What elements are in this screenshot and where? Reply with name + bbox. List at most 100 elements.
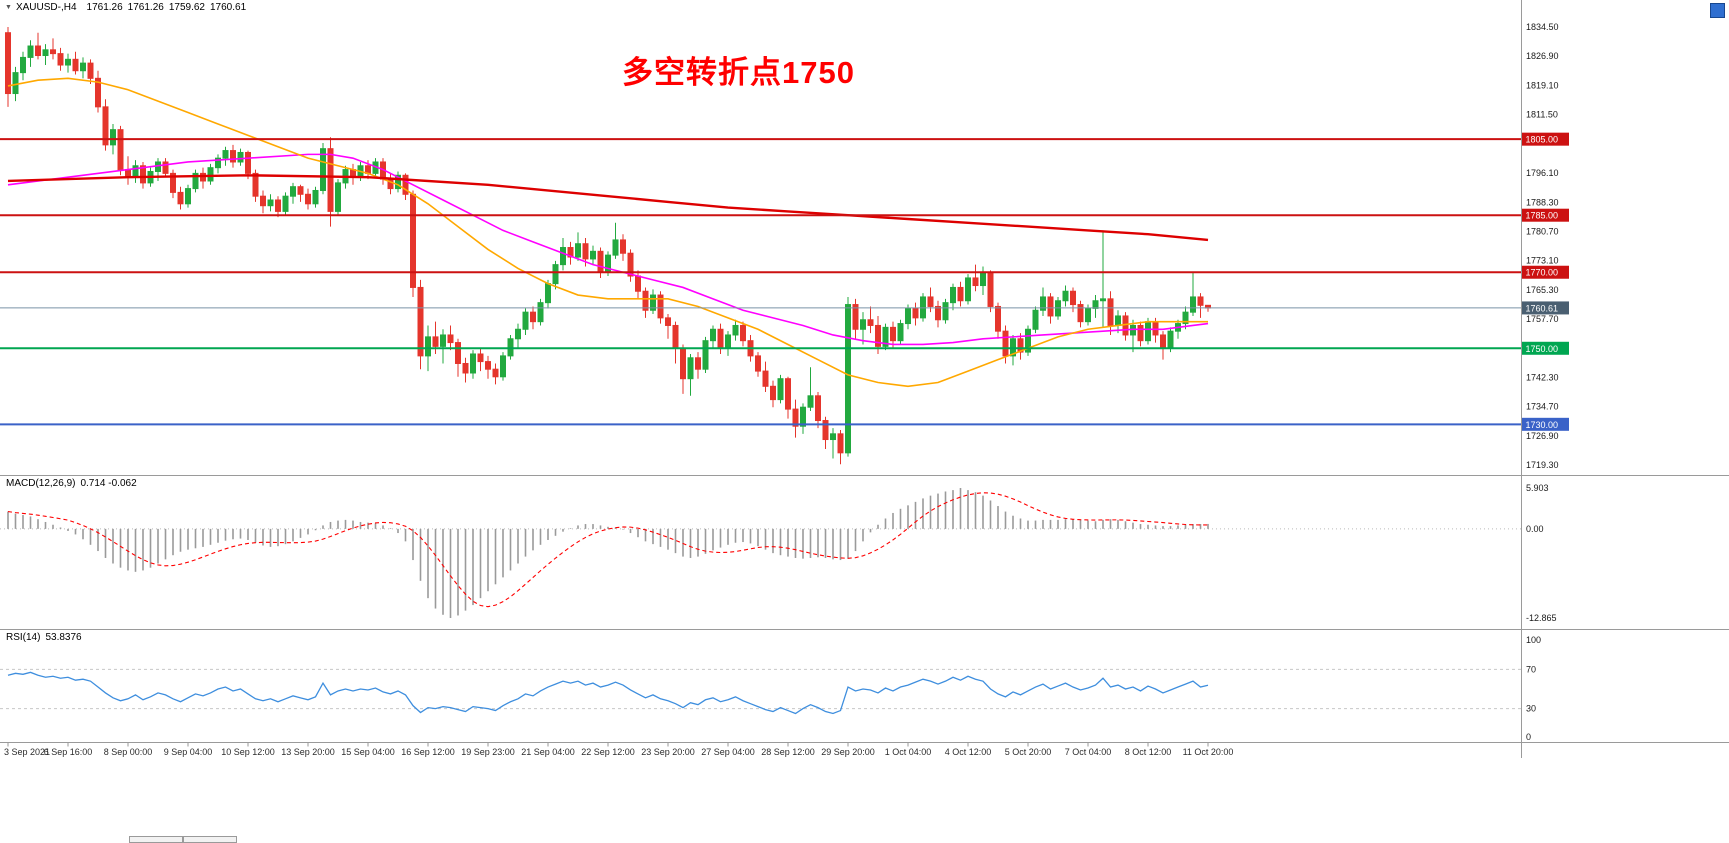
candle-body bbox=[680, 347, 686, 380]
candles-layer bbox=[5, 27, 1211, 465]
candle-body bbox=[852, 304, 859, 330]
moving-averages-layer bbox=[7, 77, 1209, 388]
candle-body bbox=[95, 77, 101, 108]
candle-body bbox=[972, 277, 979, 287]
candle-body bbox=[485, 361, 491, 370]
candle-body bbox=[267, 199, 274, 207]
candle-body bbox=[642, 290, 649, 311]
candle-body bbox=[192, 172, 199, 190]
hline-objects-layer[interactable] bbox=[0, 138, 1521, 426]
candle-body bbox=[462, 362, 469, 374]
time-axis-label: 15 Sep 04:00 bbox=[341, 747, 395, 757]
sym bol-period-label: XAUUSD-,H4 bbox=[15, 2, 77, 13]
rsi-name: RSI(14) bbox=[6, 632, 41, 643]
rsi-scale-label: 100 bbox=[1526, 635, 1541, 645]
macd-indicator-label: MACD(12,26,9) 0.714 -0.062 bbox=[6, 478, 137, 489]
macd-scale-label: 5.903 bbox=[1526, 483, 1549, 493]
price-badge[interactable] bbox=[1522, 265, 1569, 279]
candle-body bbox=[582, 243, 589, 260]
candle-body bbox=[575, 243, 581, 258]
rsi-line bbox=[7, 671, 1209, 715]
time-axis-label: 28 Sep 12:00 bbox=[761, 747, 815, 757]
candle-body bbox=[807, 395, 814, 408]
candle-body bbox=[260, 195, 266, 207]
candle-body bbox=[515, 328, 521, 340]
candle-body bbox=[432, 336, 439, 347]
candle-body bbox=[447, 334, 454, 344]
time-axis-label: 8 Sep 00:00 bbox=[104, 747, 153, 757]
candle-body bbox=[320, 148, 326, 191]
candle-body bbox=[710, 328, 716, 342]
candle-body bbox=[492, 368, 499, 378]
time-axis-label: 3 Sep 2021 bbox=[4, 747, 50, 757]
candle-body bbox=[500, 355, 506, 378]
candle-body bbox=[297, 186, 304, 195]
price-axis-label: 1734.70 bbox=[1526, 401, 1559, 411]
price-badge[interactable] bbox=[1522, 132, 1569, 146]
candle-body bbox=[657, 294, 664, 319]
candle-body bbox=[1062, 290, 1069, 302]
candle-body bbox=[672, 324, 679, 349]
candle-body bbox=[740, 324, 746, 342]
macd-name: MACD(12,26,9) bbox=[6, 478, 76, 489]
candle-body bbox=[1167, 330, 1174, 349]
candle-body bbox=[402, 174, 409, 195]
chart-shift-marker[interactable] bbox=[1710, 3, 1725, 18]
candle-body bbox=[1017, 338, 1024, 353]
price-badge[interactable] bbox=[1522, 341, 1569, 355]
candle-body bbox=[290, 186, 296, 197]
candle-body bbox=[627, 252, 634, 277]
candle-body bbox=[87, 62, 94, 79]
candle-body bbox=[620, 239, 626, 254]
ohlc-close: 1760.61 bbox=[209, 2, 247, 13]
time-axis-label: 10 Sep 12:00 bbox=[221, 747, 275, 757]
candle-body bbox=[1145, 321, 1151, 342]
candle-body bbox=[102, 106, 109, 146]
candle-body bbox=[905, 307, 911, 325]
candle-body bbox=[725, 334, 731, 349]
candle-body bbox=[245, 151, 251, 174]
candle-body bbox=[117, 129, 124, 171]
candle-body bbox=[687, 357, 694, 380]
candle-body bbox=[65, 58, 71, 66]
candle-body bbox=[80, 62, 86, 72]
price-badge[interactable] bbox=[1522, 301, 1569, 315]
candle-body bbox=[597, 250, 604, 273]
price-badge-label: 1805.00 bbox=[1526, 135, 1559, 145]
candle-body bbox=[717, 328, 724, 349]
candle-body bbox=[785, 378, 791, 410]
candle-body bbox=[920, 296, 926, 319]
candle-body bbox=[282, 195, 289, 212]
candle-body bbox=[1182, 311, 1189, 325]
candle-body bbox=[612, 239, 619, 256]
candle-body bbox=[890, 326, 896, 342]
time-axis-label: 29 Sep 20:00 bbox=[821, 747, 875, 757]
candle-body bbox=[477, 353, 484, 363]
candle-body bbox=[1137, 324, 1144, 342]
candle-body bbox=[222, 150, 229, 159]
candle-body bbox=[162, 161, 169, 174]
candle-body bbox=[912, 307, 919, 319]
price-axis-label: 1796.10 bbox=[1526, 168, 1559, 178]
candle-body bbox=[1152, 321, 1159, 336]
candle-body bbox=[530, 311, 536, 323]
price-axis-label: 1719.30 bbox=[1526, 460, 1559, 470]
candle-body bbox=[845, 304, 851, 454]
candle-body bbox=[545, 283, 551, 304]
candle-body bbox=[702, 340, 709, 370]
axes-layer: 1834.50 1826.90 1819.10 1811.50 1796.10 1788.… bbox=[4, 22, 1569, 757]
candle-body bbox=[837, 433, 844, 454]
annotation-text: 多空转折点1750 bbox=[622, 55, 855, 90]
candle-body bbox=[1077, 304, 1084, 323]
time-axis-label: 9 Sep 04:00 bbox=[164, 747, 213, 757]
candle-body bbox=[455, 342, 461, 364]
candle-body bbox=[132, 165, 139, 178]
candle-body bbox=[860, 319, 866, 330]
candle-body bbox=[1130, 324, 1136, 336]
candle-body bbox=[252, 172, 259, 197]
price-badge[interactable] bbox=[1522, 208, 1569, 222]
price-axis-label: 1834.50 bbox=[1526, 22, 1559, 32]
candle-body bbox=[567, 247, 574, 258]
price-badge[interactable] bbox=[1522, 417, 1569, 431]
